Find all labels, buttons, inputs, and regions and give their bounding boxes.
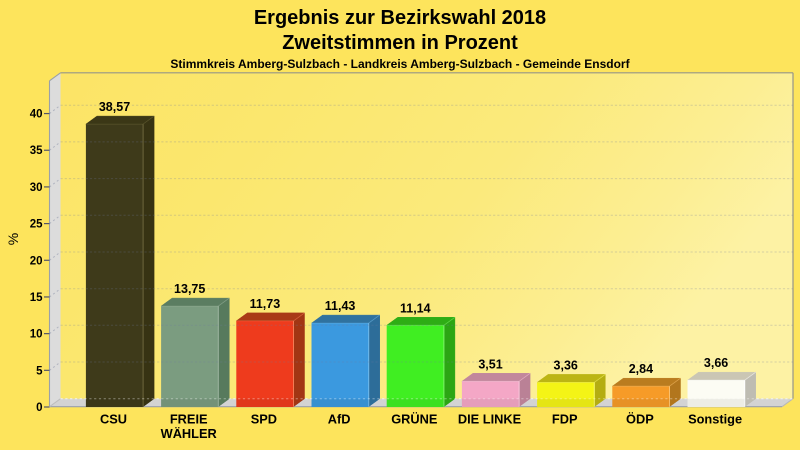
svg-text:13,75: 13,75: [174, 282, 205, 296]
svg-text:WÄHLER: WÄHLER: [161, 426, 217, 441]
svg-text:SPD: SPD: [251, 411, 277, 426]
svg-text:Stimmkreis Amberg-Sulzbach - L: Stimmkreis Amberg-Sulzbach - Landkreis A…: [170, 57, 630, 71]
svg-text:11,14: 11,14: [400, 301, 431, 315]
svg-text:DIE LINKE: DIE LINKE: [458, 411, 522, 426]
svg-text:11,43: 11,43: [325, 299, 356, 313]
svg-text:CSU: CSU: [100, 411, 127, 426]
svg-text:3,66: 3,66: [704, 356, 728, 370]
svg-text:15: 15: [30, 292, 43, 304]
svg-text:ÖDP: ÖDP: [626, 411, 654, 426]
svg-text:Zweitstimmen in Prozent: Zweitstimmen in Prozent: [282, 32, 518, 54]
svg-text:FREIE: FREIE: [170, 411, 208, 426]
svg-text:AfD: AfD: [328, 411, 351, 426]
svg-text:5: 5: [36, 365, 43, 377]
svg-text:Sonstige: Sonstige: [688, 411, 742, 426]
svg-text:40: 40: [30, 109, 43, 121]
svg-text:11,73: 11,73: [250, 297, 281, 311]
svg-text:10: 10: [30, 329, 43, 341]
svg-text:3,36: 3,36: [554, 358, 578, 372]
svg-text:3,51: 3,51: [478, 357, 502, 371]
svg-text:35: 35: [30, 145, 43, 157]
svg-text:2,84: 2,84: [629, 362, 653, 376]
svg-text:Ergebnis zur Bezirkswahl 2018: Ergebnis zur Bezirkswahl 2018: [254, 7, 546, 29]
svg-text:0: 0: [36, 402, 42, 414]
svg-text:38,57: 38,57: [99, 100, 130, 114]
svg-text:%: %: [5, 233, 21, 245]
svg-text:30: 30: [30, 182, 43, 194]
svg-text:FDP: FDP: [552, 411, 578, 426]
svg-text:20: 20: [30, 255, 43, 267]
svg-text:GRÜNE: GRÜNE: [391, 411, 438, 426]
svg-text:25: 25: [30, 219, 43, 231]
